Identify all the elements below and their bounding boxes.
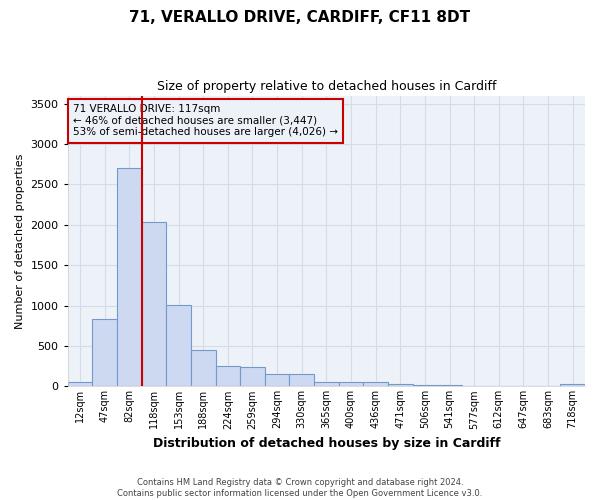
Bar [265,374,289,386]
Bar [92,318,117,386]
Bar [560,384,585,386]
Bar [166,305,191,386]
Text: 71, VERALLO DRIVE, CARDIFF, CF11 8DT: 71, VERALLO DRIVE, CARDIFF, CF11 8DT [130,10,470,25]
X-axis label: Distribution of detached houses by size in Cardiff: Distribution of detached houses by size … [152,437,500,450]
Bar [364,382,388,386]
Bar [142,222,166,386]
Bar [338,382,364,386]
Text: Contains HM Land Registry data © Crown copyright and database right 2024.
Contai: Contains HM Land Registry data © Crown c… [118,478,482,498]
Bar [68,382,92,386]
Text: 71 VERALLO DRIVE: 117sqm
← 46% of detached houses are smaller (3,447)
53% of sem: 71 VERALLO DRIVE: 117sqm ← 46% of detach… [73,104,338,138]
Bar [117,168,142,386]
Bar [191,350,215,387]
Title: Size of property relative to detached houses in Cardiff: Size of property relative to detached ho… [157,80,496,93]
Bar [314,382,338,386]
Bar [215,366,240,386]
Bar [437,385,462,386]
Bar [413,385,437,386]
Bar [240,367,265,386]
Bar [289,374,314,386]
Bar [388,384,413,386]
Y-axis label: Number of detached properties: Number of detached properties [15,154,25,328]
